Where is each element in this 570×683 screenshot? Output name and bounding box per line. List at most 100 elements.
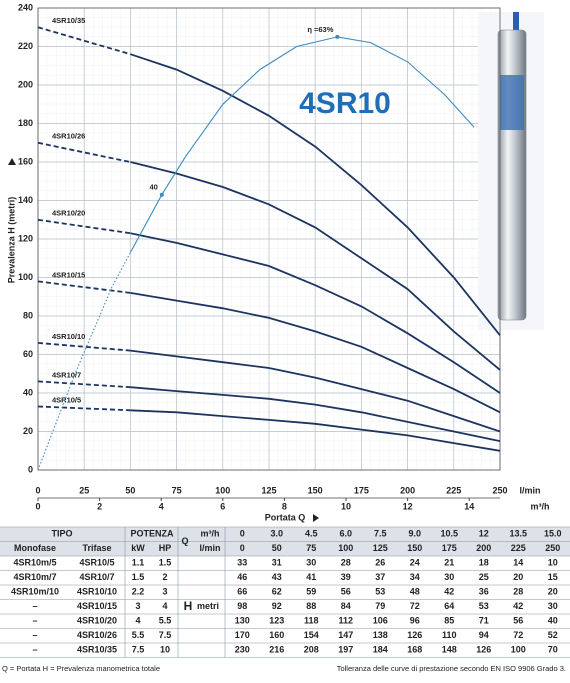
cell: 216 xyxy=(269,645,284,655)
cell: 72 xyxy=(410,601,420,611)
cell: 1.5 xyxy=(159,558,172,568)
y-tick-label: 20 xyxy=(23,426,33,436)
cell: 4SR10/15 xyxy=(77,601,117,611)
cell: 96 xyxy=(410,616,420,626)
curve-label: 4SR10/26 xyxy=(52,132,85,141)
cell: 70 xyxy=(548,645,558,655)
x-tick-label: 175 xyxy=(354,485,369,495)
cell: 18 xyxy=(479,558,489,568)
cell: 3.0 xyxy=(270,529,283,539)
cell: 30 xyxy=(444,572,454,582)
header: kW xyxy=(131,543,145,553)
cell: 2 xyxy=(162,572,167,582)
cell: 4.5 xyxy=(305,529,318,539)
cell: 41 xyxy=(306,572,316,582)
cell: 7.5 xyxy=(159,630,172,640)
cell: 50 xyxy=(272,543,282,553)
cell: 62 xyxy=(272,587,282,597)
cell: 84 xyxy=(341,601,351,611)
cell: 160 xyxy=(269,630,284,640)
y-tick-label: 100 xyxy=(18,272,33,282)
efficiency-curve xyxy=(129,36,475,253)
curve-label: 4SR10/35 xyxy=(52,16,85,25)
cell: 4SR10/7 xyxy=(79,572,114,582)
cell: 4SR10/10 xyxy=(77,587,117,597)
y-tick-label: 0 xyxy=(28,464,33,474)
x-tick-label: 0 xyxy=(35,485,40,495)
x-tick-label: 225 xyxy=(446,485,461,495)
cell: 26 xyxy=(375,558,385,568)
cell: 7.5 xyxy=(132,645,145,655)
curve-label: 4SR10/20 xyxy=(52,209,85,218)
cell: 4 xyxy=(162,601,167,611)
annotation: 40 xyxy=(149,183,157,192)
annotation-dot xyxy=(159,192,164,197)
header: TIPO xyxy=(51,529,72,539)
cell: 48 xyxy=(410,587,420,597)
header: Monofase xyxy=(14,543,56,553)
cell: 39 xyxy=(341,572,351,582)
curve-dashed xyxy=(37,26,131,56)
cell: 4SR10m/10 xyxy=(11,587,59,597)
cell: 0 xyxy=(240,543,245,553)
cell: 5.5 xyxy=(159,616,172,626)
header: metri xyxy=(197,601,219,611)
cell: 154 xyxy=(304,630,319,640)
cell: 225 xyxy=(511,543,526,553)
x2-unit: m³/h xyxy=(531,501,550,511)
x-arrow xyxy=(313,514,319,522)
cell: 46 xyxy=(237,572,247,582)
cell: 208 xyxy=(304,645,319,655)
cell: 3 xyxy=(162,587,167,597)
cell: 0 xyxy=(240,529,245,539)
cell: 147 xyxy=(338,630,353,640)
y-tick-label: 120 xyxy=(18,233,33,243)
header: m³/h xyxy=(201,529,220,539)
x2-tick-label: 6 xyxy=(220,501,225,511)
cell: 12 xyxy=(479,529,489,539)
curve xyxy=(130,232,501,394)
cell: 64 xyxy=(444,601,454,611)
annotation: η =63% xyxy=(307,25,333,34)
cell: 66 xyxy=(237,587,247,597)
cell: 10.5 xyxy=(440,529,458,539)
cell: 100 xyxy=(338,543,353,553)
cell: 5.5 xyxy=(132,630,145,640)
x2-tick-label: 14 xyxy=(464,501,474,511)
cell: 150 xyxy=(407,543,422,553)
x2-tick-label: 2 xyxy=(97,501,102,511)
cell: 1.5 xyxy=(132,572,145,582)
footer-right: Tolleranza delle curve di prestazione se… xyxy=(337,664,566,673)
x-tick-label: 125 xyxy=(261,485,276,495)
y-tick-label: 60 xyxy=(23,349,33,359)
cell: – xyxy=(32,645,37,655)
cell: 170 xyxy=(235,630,250,640)
cell: 98 xyxy=(237,601,247,611)
cell: 4SR10m/7 xyxy=(13,572,56,582)
cell: 37 xyxy=(375,572,385,582)
cell: 123 xyxy=(269,616,284,626)
cell: 79 xyxy=(375,601,385,611)
cell: 20 xyxy=(548,587,558,597)
cell: 250 xyxy=(545,543,560,553)
cell: 85 xyxy=(444,616,454,626)
cell: 10 xyxy=(160,645,170,655)
curve-label: 4SR10/15 xyxy=(52,270,85,279)
cell: 53 xyxy=(375,587,385,597)
cell: 130 xyxy=(235,616,250,626)
cell: 7.5 xyxy=(374,529,387,539)
cell: 13.5 xyxy=(509,529,527,539)
header: H xyxy=(184,599,193,613)
cell: 92 xyxy=(272,601,282,611)
cell: 118 xyxy=(304,616,319,626)
cell: 148 xyxy=(442,645,457,655)
cell: 43 xyxy=(272,572,282,582)
plot-frame xyxy=(37,7,501,471)
y-tick-label: 180 xyxy=(18,118,33,128)
cell: 100 xyxy=(511,645,526,655)
cell: 28 xyxy=(513,587,523,597)
cell: 56 xyxy=(341,587,351,597)
annotation-dot xyxy=(335,34,340,39)
cell: 59 xyxy=(306,587,316,597)
